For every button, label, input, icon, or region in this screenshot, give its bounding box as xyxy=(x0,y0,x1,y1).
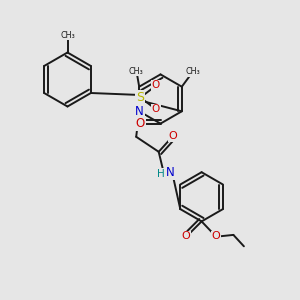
Text: O: O xyxy=(212,231,220,242)
Text: O: O xyxy=(169,131,178,141)
Text: O: O xyxy=(152,104,160,115)
Text: CH₃: CH₃ xyxy=(60,31,75,40)
Text: N: N xyxy=(135,105,144,118)
Text: N: N xyxy=(166,166,175,179)
Text: CH₃: CH₃ xyxy=(186,67,201,76)
Text: CH₃: CH₃ xyxy=(129,67,144,76)
Text: O: O xyxy=(152,80,160,91)
Text: S: S xyxy=(136,91,144,104)
Text: O: O xyxy=(182,231,190,242)
Text: O: O xyxy=(136,117,145,130)
Text: H: H xyxy=(157,169,164,179)
